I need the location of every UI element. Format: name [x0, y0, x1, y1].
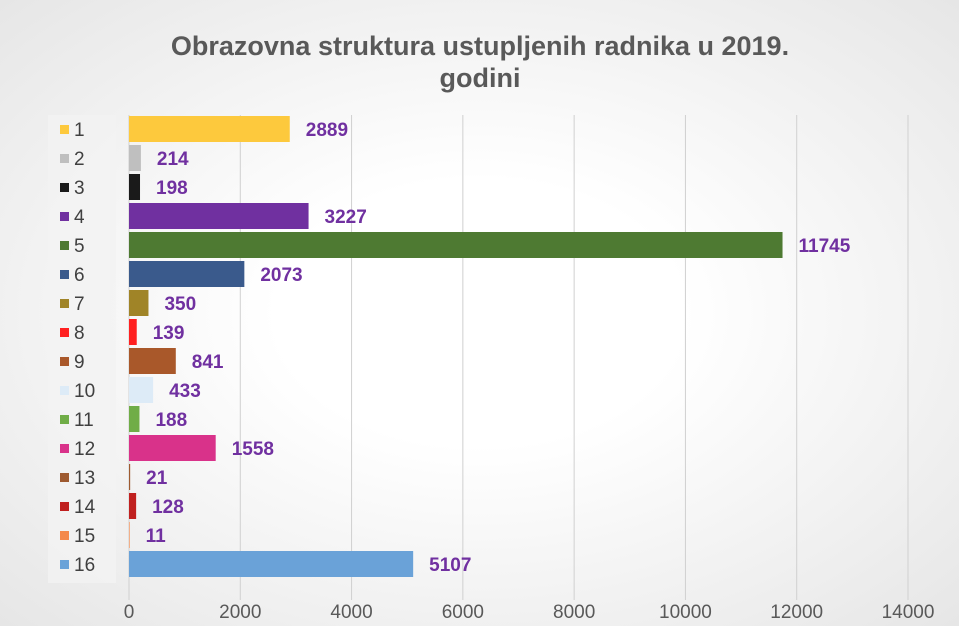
- legend-label: 12: [74, 439, 95, 460]
- legend-label: 9: [74, 352, 85, 373]
- bar: [129, 406, 140, 432]
- x-tick-label: 8000: [553, 602, 595, 623]
- data-label: 3227: [325, 207, 367, 228]
- bar: [129, 348, 176, 374]
- x-tick-label: 10000: [659, 602, 712, 623]
- data-label: 841: [192, 352, 224, 373]
- legend-label: 3: [74, 178, 85, 199]
- x-tick-label: 4000: [330, 602, 372, 623]
- legend-swatch: [60, 357, 69, 366]
- legend-label: 10: [74, 381, 95, 402]
- x-tick-label: 6000: [442, 602, 484, 623]
- data-label: 198: [156, 178, 188, 199]
- legend-swatch: [60, 415, 69, 424]
- legend-swatch: [60, 531, 69, 540]
- legend-label: 16: [74, 555, 95, 576]
- legend-swatch: [60, 241, 69, 250]
- bar: [129, 145, 141, 171]
- bar: [129, 261, 245, 287]
- data-label: 2073: [260, 265, 302, 286]
- data-label: 188: [155, 410, 187, 431]
- legend-swatch: [60, 125, 69, 134]
- data-label: 1558: [232, 439, 274, 460]
- data-label: 2889: [306, 120, 348, 141]
- data-label: 128: [152, 497, 184, 518]
- legend-swatch: [60, 386, 69, 395]
- bar: [129, 522, 130, 548]
- legend-swatch: [60, 154, 69, 163]
- bar: [129, 290, 149, 316]
- legend-label: 2: [74, 149, 85, 170]
- bar: [129, 551, 414, 577]
- data-label: 139: [153, 323, 185, 344]
- legend-label: 13: [74, 468, 95, 489]
- bar: [129, 116, 290, 142]
- bar: [129, 493, 137, 519]
- bar: [129, 174, 141, 200]
- legend-swatch: [60, 270, 69, 279]
- data-label: 350: [164, 294, 196, 315]
- legend-swatch: [60, 299, 69, 308]
- legend-swatch: [60, 560, 69, 569]
- legend-swatch: [60, 473, 69, 482]
- bar: [129, 232, 783, 258]
- legend-label: 7: [74, 294, 85, 315]
- data-label: 433: [169, 381, 201, 402]
- legend-label: 8: [74, 323, 85, 344]
- chart-title: Obrazovna struktura ustupljenih radnika …: [170, 31, 790, 93]
- x-tick-label: 14000: [882, 602, 935, 623]
- legend-label: 4: [74, 207, 85, 228]
- x-tick-label: 2000: [219, 602, 261, 623]
- legend-swatch: [60, 183, 69, 192]
- legend-box: [48, 115, 116, 583]
- x-tick-label: 0: [124, 602, 135, 623]
- bar: [129, 203, 309, 229]
- legend-label: 1: [74, 120, 85, 141]
- bar: [129, 435, 216, 461]
- data-label: 214: [157, 149, 189, 170]
- legend-swatch: [60, 444, 69, 453]
- legend-label: 14: [74, 497, 96, 518]
- bar: [129, 464, 131, 490]
- legend-swatch: [60, 328, 69, 337]
- legend-swatch: [60, 212, 69, 221]
- legend-swatch: [60, 502, 69, 511]
- data-label: 11: [146, 526, 167, 547]
- bar: [129, 377, 154, 403]
- data-label: 21: [146, 468, 168, 489]
- x-tick-label: 12000: [770, 602, 823, 623]
- data-label: 11745: [799, 236, 851, 257]
- legend-label: 6: [74, 265, 85, 286]
- legend-label: 11: [74, 410, 94, 431]
- data-label: 5107: [429, 555, 471, 576]
- legend-label: 15: [74, 526, 95, 547]
- legend-label: 5: [74, 236, 85, 257]
- bar: [129, 319, 137, 345]
